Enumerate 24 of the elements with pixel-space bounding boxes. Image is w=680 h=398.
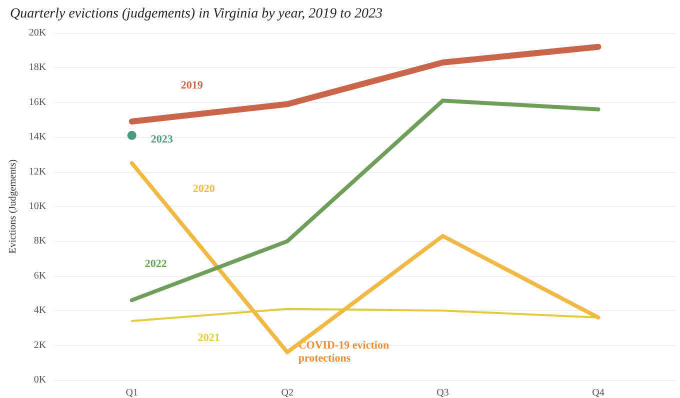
series-label: 2023 [150, 133, 174, 146]
x-tick-label: Q2 [281, 388, 294, 398]
y-tick-label: 18K [28, 62, 47, 74]
series-label: 2019 [180, 79, 204, 92]
y-tick-label: 0K [34, 374, 47, 386]
x-tick-label: Q4 [592, 388, 604, 398]
y-tick-label: 12K [28, 166, 47, 178]
y-tick-label: 10K [28, 201, 47, 212]
x-tick-label: Q3 [436, 388, 449, 398]
y-tick-label: 20K [28, 28, 47, 38]
y-tick-label: 2K [34, 340, 47, 351]
series-label: 2022 [144, 258, 168, 270]
y-tick-label: 8K [34, 236, 47, 247]
y-tick-label: 6K [34, 270, 47, 282]
line-series [130, 161, 600, 354]
line-series [130, 98, 600, 302]
y-tick-label: 14K [28, 132, 47, 143]
y-axis-title: Evictions (Judgements) [8, 159, 18, 254]
series-label: 2021 [198, 332, 220, 344]
chart-title: Quarterly evictions (judgements) in Virginia by year, 2019 to 2023 [10, 6, 382, 22]
y-tick-label: 16K [28, 96, 47, 108]
x-tick-label: Q1 [126, 388, 138, 398]
y-tick-label: 4K [34, 305, 47, 316]
text: 2020 [192, 183, 216, 196]
